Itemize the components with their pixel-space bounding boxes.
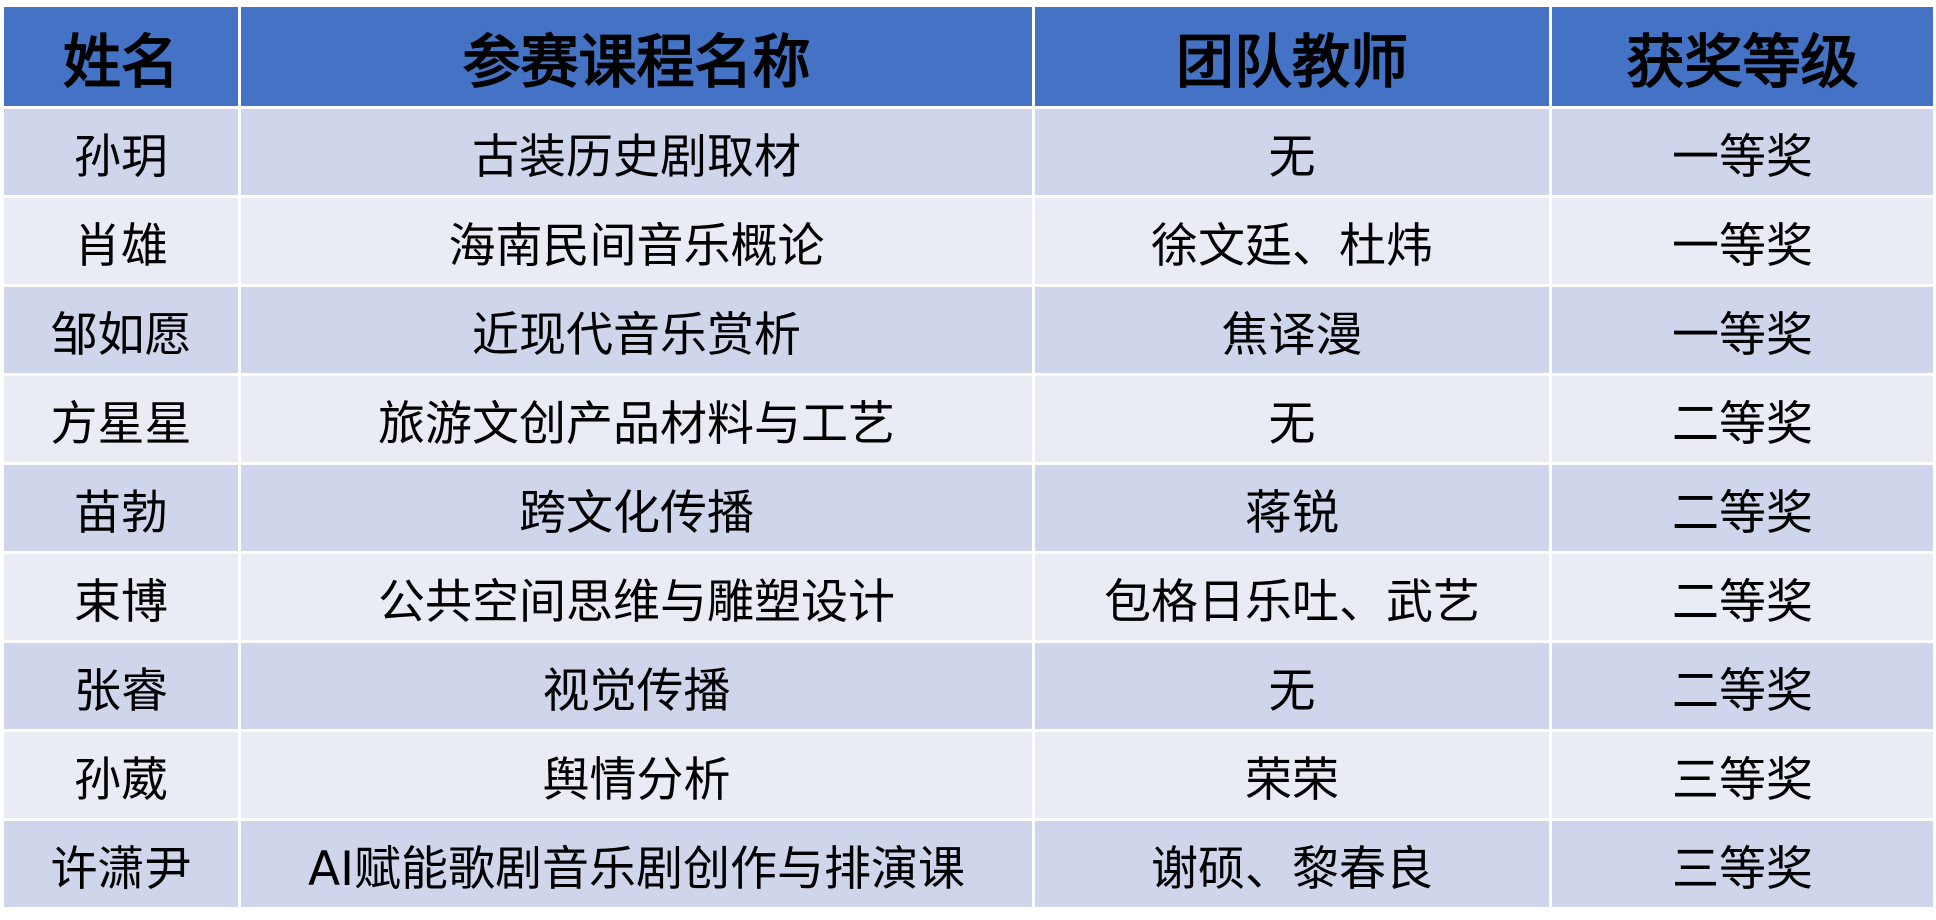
header-name: 姓名 [4, 7, 238, 106]
table-row: 邹如愿 近现代音乐赏析 焦译漫 一等奖 [4, 287, 1933, 373]
cell-course: 视觉传播 [241, 643, 1032, 729]
cell-course: AI赋能歌剧音乐剧创作与排演课 [241, 821, 1032, 907]
cell-course: 海南民间音乐概论 [241, 198, 1032, 284]
cell-teachers: 无 [1035, 643, 1549, 729]
cell-course: 跨文化传播 [241, 465, 1032, 551]
table-row: 许潇尹 AI赋能歌剧音乐剧创作与排演课 谢硕、黎春良 三等奖 [4, 821, 1933, 907]
cell-award: 一等奖 [1552, 287, 1933, 373]
cell-teachers: 蒋锐 [1035, 465, 1549, 551]
cell-award: 二等奖 [1552, 643, 1933, 729]
header-row: 姓名 参赛课程名称 团队教师 获奖等级 [4, 7, 1933, 106]
cell-award: 二等奖 [1552, 465, 1933, 551]
cell-award: 三等奖 [1552, 732, 1933, 818]
cell-teachers: 包格日乐吐、武艺 [1035, 554, 1549, 640]
cell-teachers: 徐文廷、杜炜 [1035, 198, 1549, 284]
cell-name: 肖雄 [4, 198, 238, 284]
cell-teachers: 荣荣 [1035, 732, 1549, 818]
cell-name: 方星星 [4, 376, 238, 462]
cell-teachers: 谢硕、黎春良 [1035, 821, 1549, 907]
cell-award: 二等奖 [1552, 554, 1933, 640]
cell-name: 孙玥 [4, 109, 238, 195]
cell-course: 舆情分析 [241, 732, 1032, 818]
cell-course: 近现代音乐赏析 [241, 287, 1032, 373]
cell-name: 苗勃 [4, 465, 238, 551]
table-row: 肖雄 海南民间音乐概论 徐文廷、杜炜 一等奖 [4, 198, 1933, 284]
cell-award: 一等奖 [1552, 198, 1933, 284]
cell-teachers: 焦译漫 [1035, 287, 1549, 373]
cell-award: 一等奖 [1552, 109, 1933, 195]
cell-name: 张睿 [4, 643, 238, 729]
table-row: 束博 公共空间思维与雕塑设计 包格日乐吐、武艺 二等奖 [4, 554, 1933, 640]
cell-name: 束博 [4, 554, 238, 640]
cell-course: 古装历史剧取材 [241, 109, 1032, 195]
header-teachers: 团队教师 [1035, 7, 1549, 106]
header-course: 参赛课程名称 [241, 7, 1032, 106]
table-row: 苗勃 跨文化传播 蒋锐 二等奖 [4, 465, 1933, 551]
table-row: 孙葳 舆情分析 荣荣 三等奖 [4, 732, 1933, 818]
awards-table: 姓名 参赛课程名称 团队教师 获奖等级 孙玥 古装历史剧取材无一等奖 肖雄 海南民间音… [1, 4, 1936, 910]
cell-course: 公共空间思维与雕塑设计 [241, 554, 1032, 640]
cell-course: 旅游文创产品材料与工艺 [241, 376, 1032, 462]
table-row: 孙玥 古装历史剧取材无一等奖 [4, 109, 1933, 195]
cell-award: 二等奖 [1552, 376, 1933, 462]
cell-name: 许潇尹 [4, 821, 238, 907]
cell-award: 三等奖 [1552, 821, 1933, 907]
header-award: 获奖等级 [1552, 7, 1933, 106]
cell-teachers: 无 [1035, 376, 1549, 462]
table-row: 方星星 旅游文创产品材料与工艺无二等奖 [4, 376, 1933, 462]
table-row: 张睿 视觉传播无二等奖 [4, 643, 1933, 729]
cell-name: 孙葳 [4, 732, 238, 818]
cell-teachers: 无 [1035, 109, 1549, 195]
cell-name: 邹如愿 [4, 287, 238, 373]
